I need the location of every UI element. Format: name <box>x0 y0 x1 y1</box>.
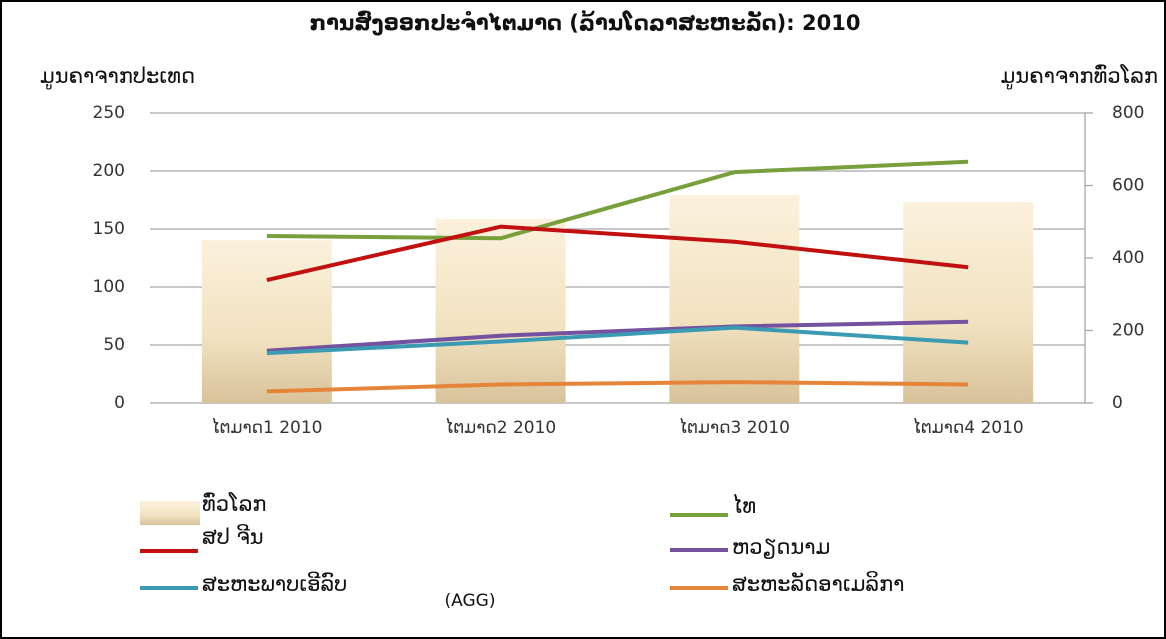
x-tick-label: ໄຕມາດ1 2010 <box>211 417 322 438</box>
x-tick-label: ໄຕມາດ2 2010 <box>445 417 556 438</box>
line-series <box>266 159 969 241</box>
bar <box>903 202 1034 403</box>
legend-swatch <box>140 501 200 525</box>
y-tick-label: 0 <box>114 393 125 413</box>
line-series <box>266 224 969 282</box>
bar <box>201 239 332 403</box>
y-axis-label: ມູນຄາຈາກປະເທດ <box>40 64 195 90</box>
bar <box>435 218 566 403</box>
x-tick-label: ໄຕມາດ3 2010 <box>679 417 790 438</box>
y-tick-label: 50 <box>103 335 125 355</box>
y-tick-label: 150 <box>93 219 125 239</box>
y2-tick-label: 0 <box>1112 393 1123 413</box>
x-tick-label: ໄຕມາດ4 2010 <box>913 417 1024 438</box>
legend-label: ຫວຽດນາມ <box>732 535 830 559</box>
line-series <box>266 380 969 394</box>
bar <box>669 194 800 403</box>
y2-axis-label: ມູນຄາຈາກທົ່ວໂລກ <box>1001 64 1158 90</box>
y2-tick-label: 400 <box>1112 248 1144 268</box>
legend-label: ສປ ຈີນ <box>202 523 264 549</box>
legend-label: ສະຫະລັດອາເມລິກາ <box>732 571 904 596</box>
line-series <box>266 319 969 353</box>
y-tick-label: 250 <box>93 103 125 123</box>
chart-title: ການສົ່ງອອກປະຈໍາໄຕມາດ (ລ້ານໂດລາສະຫະລັດ): … <box>310 9 861 35</box>
y2-tick-label: 200 <box>1112 321 1144 341</box>
y-tick-label: 100 <box>93 277 125 297</box>
y2-tick-label: 800 <box>1112 103 1144 123</box>
legend-label: ສະຫະພາບເອີລົບ <box>202 571 347 596</box>
y2-tick-label: 600 <box>1112 176 1144 196</box>
legend-label: ໄທ <box>732 493 756 518</box>
annotation: (AGG) <box>445 591 496 611</box>
line-series <box>266 325 969 356</box>
legend-label: ທົ່ວໂລກ <box>202 492 266 516</box>
y-tick-label: 200 <box>93 161 125 181</box>
